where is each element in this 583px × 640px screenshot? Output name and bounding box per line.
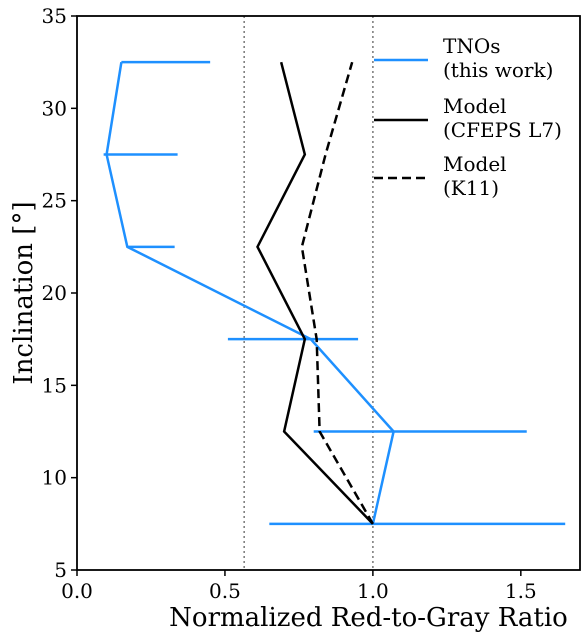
y-tick-label-2: 15 [42,373,67,397]
y-tick-label-3: 20 [42,281,67,305]
legend-model-cfeps-l7-label-1: (CFEPS L7) [443,118,562,142]
x-tick-label-2: 1.0 [357,579,389,603]
y-tick-label-4: 25 [42,189,67,213]
y-tick-label-1: 10 [42,466,67,490]
x-tick-label-3: 1.5 [505,579,537,603]
legend-tnos-this-work-label-0: TNOs [443,34,501,58]
legend-model-k11-label-1: (K11) [443,176,499,200]
series-model-k11-line [302,62,373,524]
x-tick-label-0: 0.0 [61,579,93,603]
series-model-cfeps-l7-line [257,62,372,524]
legend-tnos-this-work-label-1: (this work) [443,58,553,82]
legend-model-k11-label-0: Model [443,152,507,176]
y-tick-label-6: 35 [42,4,67,28]
y-tick-label-0: 5 [54,558,67,582]
y-axis-label: Inclination [°] [9,201,39,384]
legend-model-cfeps-l7-label-0: Model [443,94,507,118]
series-tnos-this-work-line [107,62,394,524]
x-tick-label-1: 0.5 [209,579,241,603]
x-axis-label: Normalized Red-to-Gray Ratio [169,603,568,633]
y-tick-label-5: 30 [42,96,67,120]
